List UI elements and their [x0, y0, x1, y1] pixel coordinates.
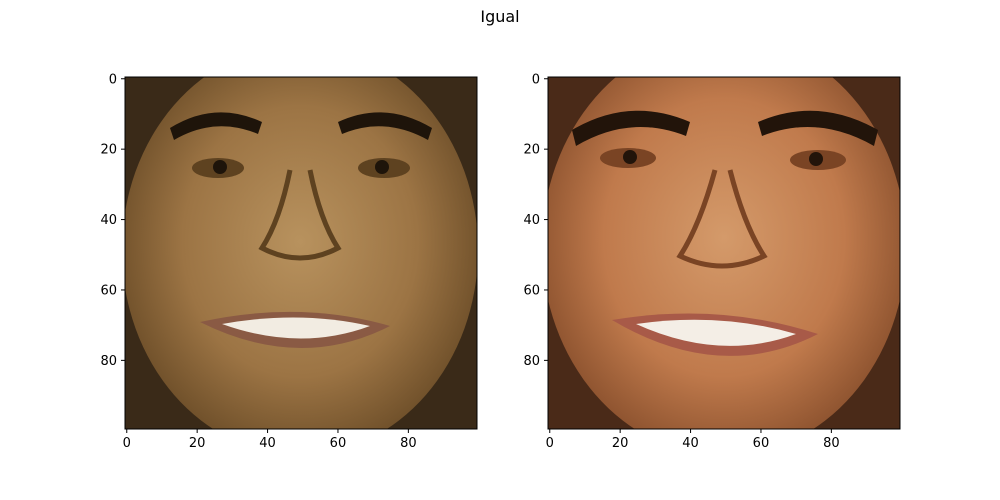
left-y-tick-label: 80	[100, 354, 117, 369]
right-x-tick-label: 0	[546, 436, 554, 451]
left-face-skin	[125, 77, 477, 429]
left-axes-frame	[124, 76, 478, 430]
left-y-tick-label: 0	[109, 72, 117, 87]
right-x-tick-label: 60	[753, 436, 770, 451]
right-nose	[676, 169, 768, 269]
left-eyebrow-left	[170, 112, 262, 140]
right-axes-frame	[547, 76, 901, 430]
left-y-tick-label: 20	[100, 143, 117, 158]
left-y-tick-label: 40	[100, 213, 117, 228]
left-eyebrow-right	[338, 112, 432, 140]
right-y-tick-label: 0	[532, 72, 540, 87]
right-x-tick-label: 80	[823, 436, 840, 451]
right-axis-ticks: 0 20 40 60 80 0 20 40 60 80	[523, 72, 839, 451]
left-axis-ticks: 0 20 40 60 80 0 20 40 60 80	[100, 72, 416, 451]
right-eyebrow-right	[758, 110, 878, 146]
left-face-panel: 0 20 40 60 80 0 20 40 60 80	[100, 72, 478, 451]
right-y-tick-label: 40	[523, 213, 540, 228]
left-teeth	[222, 317, 370, 339]
left-x-tick-label: 80	[400, 436, 417, 451]
left-nose	[258, 169, 342, 261]
left-pupil-right	[375, 160, 389, 174]
right-face-image	[548, 77, 900, 429]
left-x-tick-label: 40	[259, 436, 276, 451]
right-pupil-left	[623, 150, 637, 164]
left-x-tick-label: 20	[189, 436, 206, 451]
left-pupil-left	[213, 160, 227, 174]
right-y-tick-label: 20	[523, 143, 540, 158]
left-face-image	[125, 77, 477, 429]
right-face-skin	[548, 77, 900, 429]
right-y-tick-label: 60	[523, 283, 540, 298]
right-face-panel: 0 20 40 60 80 0 20 40 60 80	[523, 72, 901, 451]
left-x-tick-label: 60	[330, 436, 347, 451]
right-x-tick-label: 20	[612, 436, 629, 451]
right-pupil-right	[809, 152, 823, 166]
right-eyebrow-left	[572, 110, 690, 146]
right-teeth	[636, 319, 796, 346]
right-y-tick-label: 80	[523, 354, 540, 369]
figure-title: Igual	[480, 7, 519, 26]
left-y-tick-label: 60	[100, 283, 117, 298]
right-x-tick-label: 40	[682, 436, 699, 451]
left-x-tick-label: 0	[123, 436, 131, 451]
